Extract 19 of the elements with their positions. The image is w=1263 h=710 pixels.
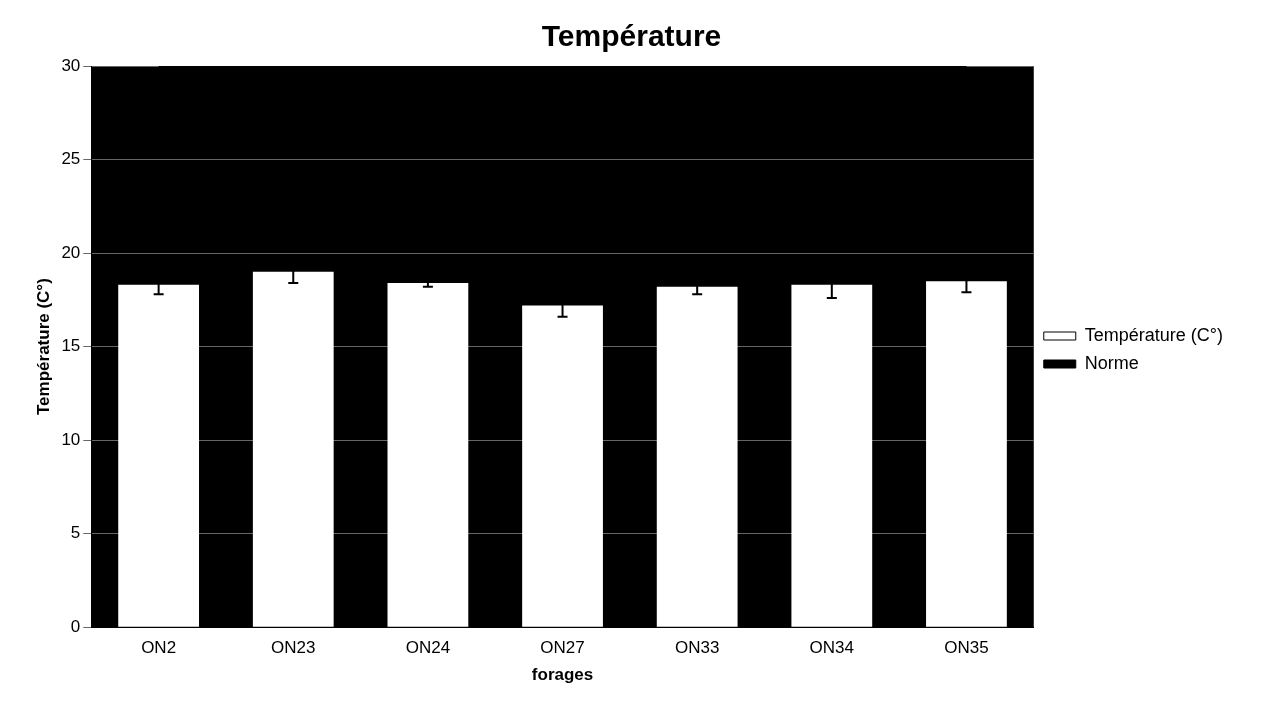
y-tick-label: 0 xyxy=(70,616,81,636)
y-tick-label: 25 xyxy=(61,149,81,169)
x-tick-label: ON33 xyxy=(674,638,720,658)
y-tick-label: 20 xyxy=(61,242,81,262)
x-tick-label: ON2 xyxy=(141,638,177,658)
y-tick-label: 5 xyxy=(70,523,81,543)
x-tick-label: ON34 xyxy=(809,638,855,658)
x-tick-label: ON24 xyxy=(405,638,451,658)
x-axis-title: forages xyxy=(531,665,594,685)
legend-label: Température (C°) xyxy=(1084,324,1223,345)
x-tick-label: ON35 xyxy=(944,638,989,658)
y-tick-label: 10 xyxy=(61,429,81,449)
chart-title: Température xyxy=(541,19,722,53)
legend-label: Norme xyxy=(1084,352,1139,373)
y-tick-label: 15 xyxy=(61,336,81,356)
x-tick-label: ON23 xyxy=(271,638,316,658)
y-axis-title: Température (C°) xyxy=(33,278,53,416)
y-tick-label: 30 xyxy=(61,55,81,75)
x-tick-label: ON27 xyxy=(540,638,585,658)
